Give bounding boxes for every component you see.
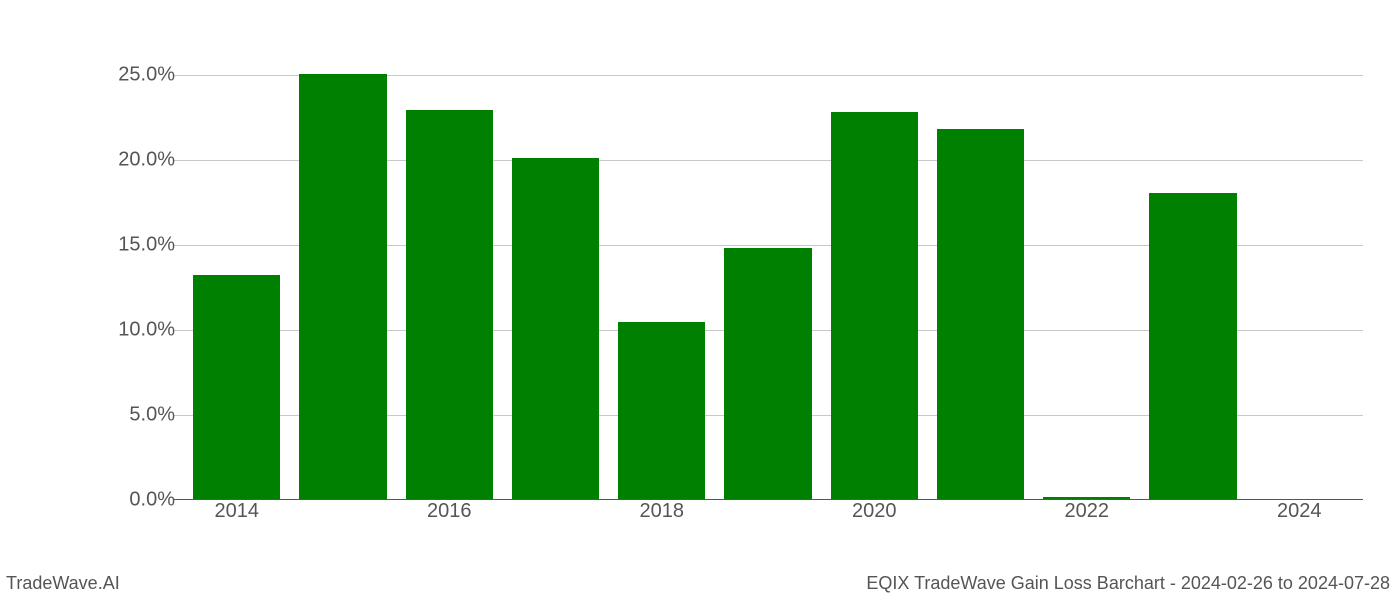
xtick-label: 2016 — [427, 500, 472, 523]
xtick-label: 2024 — [1277, 500, 1322, 523]
bar — [1149, 193, 1236, 499]
ytick-label: 25.0% — [118, 64, 175, 87]
plot-area — [173, 50, 1363, 500]
ytick-label: 15.0% — [118, 234, 175, 257]
bar — [193, 275, 280, 499]
bar — [299, 74, 386, 499]
bar — [406, 110, 493, 499]
footer-right-label: EQIX TradeWave Gain Loss Barchart - 2024… — [866, 573, 1390, 594]
xtick-label: 2014 — [215, 500, 260, 523]
xtick-label: 2018 — [640, 500, 685, 523]
xtick-label: 2022 — [1065, 500, 1110, 523]
bar — [618, 322, 705, 499]
bar — [831, 112, 918, 499]
bar — [512, 158, 599, 499]
ytick-label: 10.0% — [118, 319, 175, 342]
footer-left-label: TradeWave.AI — [6, 573, 120, 594]
xtick-label: 2020 — [852, 500, 897, 523]
ytick-label: 5.0% — [129, 404, 175, 427]
bar — [937, 129, 1024, 499]
ytick-label: 0.0% — [129, 489, 175, 512]
chart-container: 0.0% 5.0% 10.0% 15.0% 20.0% 25.0% 2014 2016 201… — [95, 40, 1375, 530]
bar — [724, 248, 811, 499]
ytick-label: 20.0% — [118, 149, 175, 172]
bar — [1043, 497, 1130, 499]
